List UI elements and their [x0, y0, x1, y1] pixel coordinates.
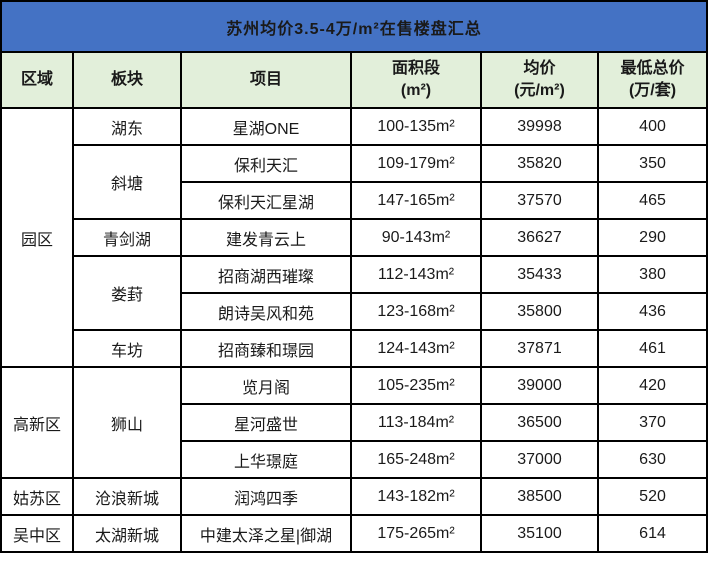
cell-price: 35433 [480, 255, 599, 294]
cell-block: 太湖新城 [72, 514, 182, 553]
cell-project: 招商湖西璀璨 [180, 255, 352, 294]
cell-region: 姑苏区 [0, 477, 74, 516]
col-header-price: 均价 (元/m²) [480, 51, 599, 109]
table-row: 朗诗吴风和苑 123-168m² 35800 436 [1, 292, 709, 331]
table-row: 娄葑 招商湖西璀璨 112-143m² 35433 380 [1, 255, 709, 331]
cell-price: 38500 [480, 477, 599, 516]
col-header-min-total-line2: (万/套) [628, 82, 677, 99]
table-row: 园区 湖东 星湖ONE 100-135m² 39998 400 [0, 107, 709, 368]
cell-region: 高新区 [0, 366, 74, 479]
cell-project: 中建太泽之星|御湖 [180, 514, 352, 553]
cell-price: 37570 [480, 181, 599, 220]
col-header-price-line1: 均价 [523, 59, 556, 77]
cell-area: 143-182m² [350, 477, 482, 516]
cell-min-total: 465 [596, 181, 709, 220]
cell-min-total: 350 [596, 144, 709, 183]
table-row: 保利天汇星湖 147-165m² 37570 465 [1, 181, 709, 220]
cell-price: 37871 [480, 329, 599, 368]
cell-area: 100-135m² [350, 107, 482, 146]
col-header-area-line1: 面积段 [391, 59, 440, 77]
cell-project: 朗诗吴风和苑 [180, 292, 352, 331]
cell-min-total: 290 [596, 218, 709, 257]
table-row: 斜塘 保利天汇 109-179m² 35820 350 [1, 144, 709, 220]
cell-block: 狮山 [72, 366, 182, 479]
cell-area: 123-168m² [350, 292, 482, 331]
col-header-project: 项目 [180, 51, 352, 109]
cell-project: 上华璟庭 [180, 440, 352, 479]
col-header-area: 面积段 (m²) [350, 51, 482, 109]
listings-table: 苏州均价3.5-4万/m²在售楼盘汇总 区域 板块 项目 面积段 (m²) 均价… [0, 0, 709, 553]
cell-block: 斜塘 [72, 144, 182, 220]
table-row: 吴中区 太湖新城 中建太泽之星|御湖 175-265m² 35100 614 [0, 514, 709, 553]
cell-project: 招商臻和璟园 [180, 329, 352, 368]
col-header-area-line2: (m²) [400, 82, 432, 99]
title-row: 苏州均价3.5-4万/m²在售楼盘汇总 [0, 0, 709, 53]
cell-min-total: 400 [596, 107, 709, 146]
header-row: 区域 板块 项目 面积段 (m²) 均价 (元/m²) 最低总价 (万/套) [0, 51, 709, 109]
table-row: 车坊 招商臻和璟园 124-143m² 37871 461 [1, 329, 709, 368]
cell-project: 建发青云上 [180, 218, 352, 257]
cell-block: 车坊 [72, 329, 182, 368]
cell-area: 147-165m² [350, 181, 482, 220]
cell-area: 165-248m² [350, 440, 482, 479]
cell-project: 保利天汇 [180, 144, 352, 183]
cell-block: 湖东 [72, 107, 182, 146]
cell-project: 星湖ONE [180, 107, 352, 146]
cell-block: 娄葑 [72, 255, 182, 331]
cell-min-total: 436 [596, 292, 709, 331]
table-row: 青剑湖 建发青云上 90-143m² 36627 290 [1, 218, 709, 257]
cell-min-total: 630 [596, 440, 709, 479]
cell-price: 35820 [480, 144, 599, 183]
table-row: 星河盛世 113-184m² 36500 370 [1, 403, 709, 442]
cell-project: 览月阁 [180, 366, 352, 405]
cell-price: 39998 [480, 107, 599, 146]
table-row: 姑苏区 沧浪新城 润鸿四季 143-182m² 38500 520 [0, 477, 709, 516]
cell-price: 37000 [480, 440, 599, 479]
cell-price: 35100 [480, 514, 599, 553]
cell-price: 36627 [480, 218, 599, 257]
cell-min-total: 370 [596, 403, 709, 442]
col-header-min-total-line1: 最低总价 [620, 59, 685, 77]
cell-project: 星河盛世 [180, 403, 352, 442]
cell-price: 39000 [480, 366, 599, 405]
cell-price: 35800 [480, 292, 599, 331]
table-row: 上华璟庭 165-248m² 37000 630 [1, 440, 709, 479]
cell-area: 113-184m² [350, 403, 482, 442]
col-header-price-line2: (元/m²) [514, 82, 565, 99]
cell-area: 105-235m² [350, 366, 482, 405]
cell-area: 109-179m² [350, 144, 482, 183]
cell-area: 124-143m² [350, 329, 482, 368]
page-title: 苏州均价3.5-4万/m²在售楼盘汇总 [0, 0, 709, 53]
cell-min-total: 520 [596, 477, 709, 516]
cell-project: 保利天汇星湖 [180, 181, 352, 220]
cell-project: 润鸿四季 [180, 477, 352, 516]
cell-price: 36500 [480, 403, 599, 442]
cell-min-total: 420 [596, 366, 709, 405]
cell-min-total: 461 [596, 329, 709, 368]
cell-region: 园区 [0, 107, 74, 368]
cell-area: 90-143m² [350, 218, 482, 257]
cell-min-total: 614 [596, 514, 709, 553]
col-header-block: 板块 [72, 51, 182, 109]
cell-block: 沧浪新城 [72, 477, 182, 516]
cell-area: 112-143m² [350, 255, 482, 294]
table-row: 高新区 狮山 览月阁 105-235m² 39000 420 [0, 366, 709, 479]
cell-region: 吴中区 [0, 514, 74, 553]
col-header-region: 区域 [0, 51, 74, 109]
cell-block: 青剑湖 [72, 218, 182, 257]
cell-area: 175-265m² [350, 514, 482, 553]
col-header-min-total: 最低总价 (万/套) [596, 51, 709, 109]
cell-min-total: 380 [596, 255, 709, 294]
